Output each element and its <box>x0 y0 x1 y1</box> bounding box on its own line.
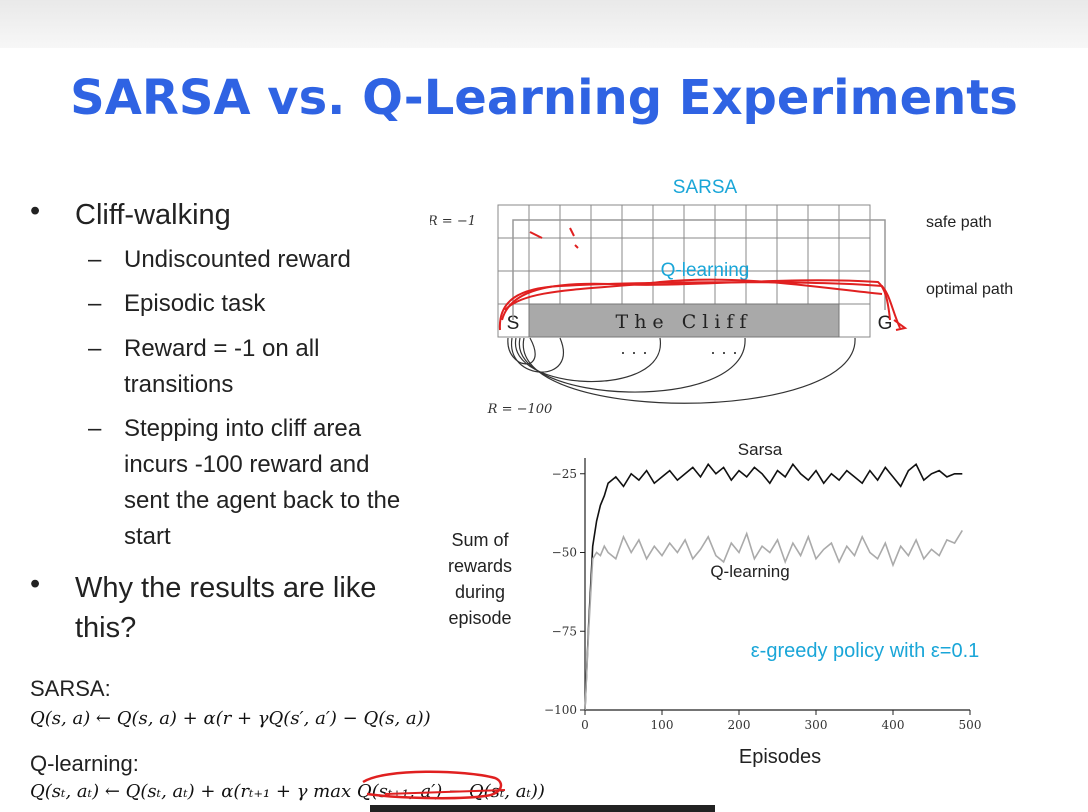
x-tick-label: 500 <box>959 718 982 732</box>
x-axis-label: Episodes <box>739 746 821 768</box>
safe-path-arrow <box>512 219 886 320</box>
cliff-gridworld-diagram: The Cliff S G R = −1 R = −100 safe path … <box>430 177 1013 417</box>
epsilon-annotation: ε-greedy policy with ε=0.1 <box>751 640 980 662</box>
sub-bullet-text: Episodic task <box>124 290 266 317</box>
sarsa-equation: Q(s, a) ← Q(s, a) + α(r + γQ(s′, a′) − Q… <box>30 708 431 729</box>
reward-chart: −100 −75 −50 −25 0 100 200 300 400 500 Sarsa Q-l… <box>448 440 982 768</box>
r-minus-100-label: R = −100 <box>487 402 553 417</box>
dots-left: · · · <box>620 342 648 362</box>
red-ink-circle <box>362 770 506 800</box>
y-axis-label-line-3: during <box>455 582 505 602</box>
goal-cell-label: G <box>878 313 893 334</box>
qlearning-eq-label: Q-learning: <box>30 751 139 776</box>
legend-qlearning: Q-learning <box>710 562 789 581</box>
sarsa-eq-label: SARSA: <box>30 676 111 701</box>
top-band <box>0 0 1088 48</box>
bottom-bar <box>370 805 715 812</box>
y-tick-label: −50 <box>552 546 577 560</box>
sarsa-annotation: SARSA <box>673 177 738 198</box>
dots-right: · · · <box>710 342 738 362</box>
x-tick-label: 400 <box>882 718 905 732</box>
x-tick-label: 300 <box>805 718 828 732</box>
bullet-text: Why the results are like this? <box>75 572 377 644</box>
red-ink-path <box>498 227 908 331</box>
sub-bullet-text: Stepping into cliff area incurs -100 rew… <box>124 415 401 550</box>
start-cell-label: S <box>507 313 520 334</box>
sub-bullet-text: Reward = -1 on all transitions <box>124 335 320 398</box>
cliff-label: The Cliff <box>616 311 753 333</box>
cliff-fall-arrows <box>507 337 856 404</box>
series-line-sarsa <box>584 462 963 711</box>
y-tick-label: −25 <box>552 467 577 481</box>
r-minus-1-label: R = −1 <box>430 214 476 229</box>
bullet-text: Cliff-walking <box>75 199 231 231</box>
x-tick-label: 100 <box>651 718 674 732</box>
qlearning-annotation: Q-learning <box>661 260 750 281</box>
y-tick-label: −75 <box>552 624 577 638</box>
cliff-region <box>528 303 840 338</box>
legend-sarsa: Sarsa <box>738 440 783 459</box>
y-tick-label: −100 <box>544 703 577 717</box>
y-axis-label-line-4: episode <box>448 608 511 628</box>
x-tick-label: 200 <box>728 718 751 732</box>
x-tick-label: 0 <box>581 718 589 732</box>
optimal-path-label: optimal path <box>926 281 1013 298</box>
bullet-dot: • <box>30 195 41 227</box>
bullet-dot: • <box>30 568 41 600</box>
safe-path-label: safe path <box>926 214 992 231</box>
y-axis-label-line-1: Sum of <box>451 530 509 550</box>
sub-bullet-text: Undiscounted reward <box>124 246 351 273</box>
slide-title: SARSA vs. Q-Learning Experiments <box>70 70 1018 126</box>
series-line-qlearning <box>584 529 963 711</box>
y-axis-label-line-2: rewards <box>448 556 512 576</box>
